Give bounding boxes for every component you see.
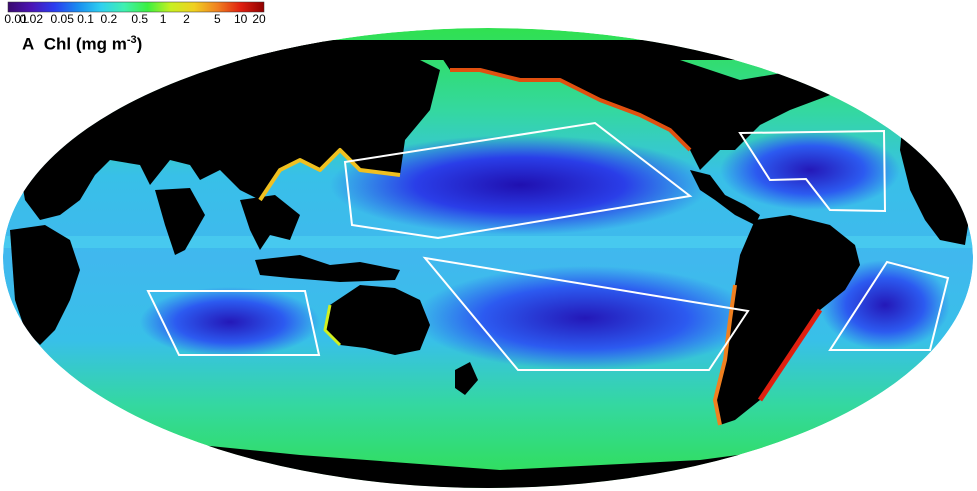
colorbar-tick-label: 10	[233, 12, 248, 26]
region-outlines	[146, 121, 950, 371]
gyre-south-indian	[140, 287, 320, 357]
gyre-north-pacific	[330, 135, 710, 235]
land-south-america	[715, 215, 860, 425]
colorbar-title: A Chl (mg m-3)	[22, 34, 142, 55]
colorbar-tick-label: 0.2	[100, 12, 118, 26]
land-north-america	[430, 40, 830, 170]
colorbar-tick-label: 0.1	[77, 12, 94, 26]
land-central-america	[690, 170, 760, 225]
colorbar-tick-label: 0.02	[19, 12, 44, 26]
gyre-south-pacific	[415, 266, 755, 370]
land-japan	[372, 110, 400, 160]
outline-south-pacific	[422, 256, 750, 371]
coastal-rim-australia	[323, 304, 342, 347]
panel-letter: A	[22, 34, 35, 54]
coastal-rims	[258, 68, 823, 426]
colorbar-tick-label: 2	[183, 12, 190, 26]
coastal-rim-north-america	[450, 68, 692, 152]
colorbar-tick-label: 0.5	[131, 12, 149, 26]
land-se-asia	[240, 195, 300, 250]
coastal-rim-patagonia	[757, 308, 823, 402]
unit-exponent: -3	[126, 34, 137, 46]
outline-south-indian	[146, 290, 321, 356]
outline-north-pacific	[343, 121, 693, 240]
equatorial-band	[3, 236, 973, 248]
land-indonesia	[255, 255, 400, 282]
land-india	[155, 188, 205, 255]
colorbar-tick-label: 0.01	[4, 12, 28, 26]
land-greenland	[840, 50, 900, 100]
land-australia	[325, 285, 430, 355]
colorbar-label: Chl (mg m	[43, 34, 127, 54]
outline-north-atlantic	[738, 129, 887, 213]
colorbar-tick-label: 0.05	[50, 12, 74, 26]
colorbar	[7, 1, 265, 13]
colorbar-tick-label: 20	[252, 12, 266, 26]
outline-south-atlantic	[828, 260, 950, 351]
coastal-rim-asia	[258, 148, 401, 202]
map-body	[3, 28, 973, 488]
colorbar-tick-label: 5	[213, 12, 221, 26]
colorbar-tick-label: 1	[159, 12, 167, 26]
colorbar-label-close: )	[136, 34, 143, 54]
gyre-north-atlantic	[720, 130, 900, 210]
gyre-south-atlantic	[820, 260, 950, 350]
colorbar-bar	[7, 1, 265, 13]
land-new-zealand	[455, 362, 478, 395]
land-africa	[10, 225, 80, 345]
